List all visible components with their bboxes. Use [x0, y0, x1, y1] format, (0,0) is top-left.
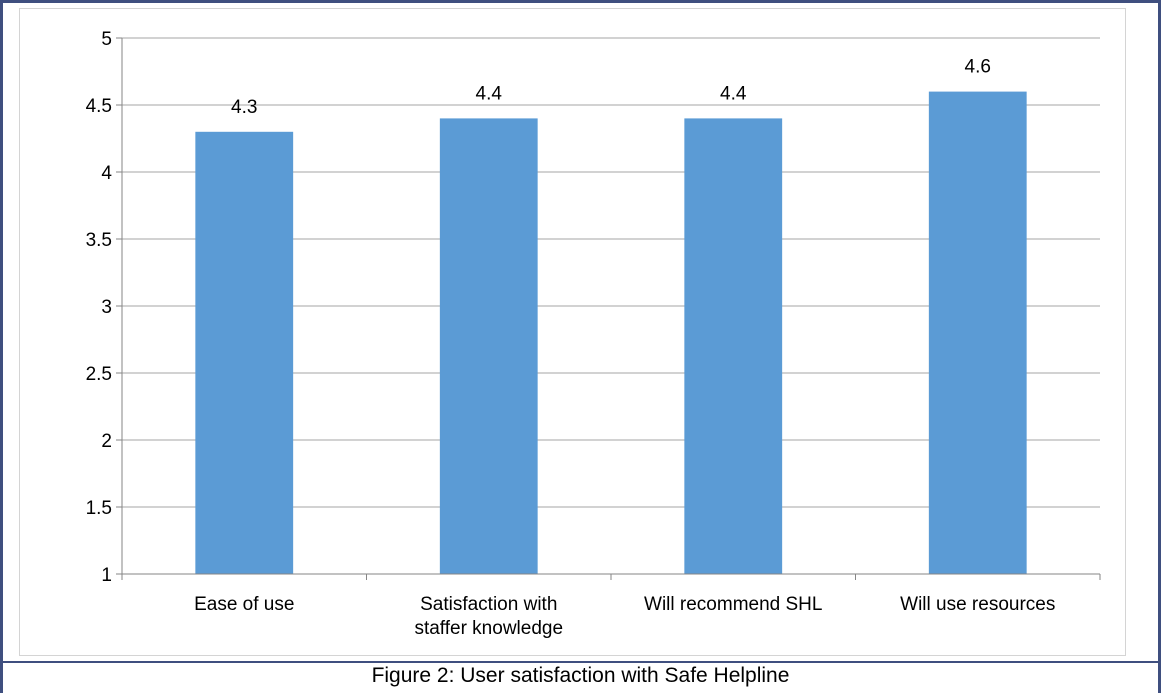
y-tick-label: 1.5: [86, 498, 112, 519]
x-tick-label: Will use resources: [900, 594, 1055, 615]
bar: [195, 131, 294, 575]
figure-caption: Figure 2: User satisfaction with Safe He…: [371, 664, 790, 687]
y-tick-label: 1: [101, 565, 112, 586]
y-tick-label: 4.5: [86, 96, 112, 117]
bar: [439, 118, 538, 575]
bar: [928, 91, 1027, 574]
x-tick-label: Ease of use: [194, 594, 294, 615]
y-tick-label: 3.5: [86, 230, 112, 251]
caption-divider: [3, 661, 1158, 663]
y-tick-label: 3: [101, 297, 112, 318]
labels: 1 1.5 2 2.5 3 3.5 4 4.5 5 4.3 Ease of use 4.4 Satisf…: [86, 29, 1056, 639]
x-tick-label: Will recommend SHL: [644, 594, 822, 615]
data-label: 4.6: [965, 57, 991, 78]
data-label: 4.3: [231, 97, 257, 118]
x-tick-label: Satisfaction with: [420, 594, 557, 615]
y-tick-label: 5: [101, 29, 112, 50]
bar-chart: 1 1.5 2 2.5 3 3.5 4 4.5 5 4.3 Ease of use 4.4 Satisf…: [86, 29, 1101, 639]
y-tick-label: 2: [101, 431, 112, 452]
bar: [684, 118, 783, 575]
chart-area: 1 1.5 2 2.5 3 3.5 4 4.5 5 4.3 Ease of use 4.4 Satisf…: [19, 8, 1126, 656]
data-label: 4.4: [476, 83, 503, 104]
x-tick-label: staffer knowledge: [414, 618, 563, 639]
bars: [195, 91, 1027, 575]
axes: [116, 37, 1101, 580]
data-label: 4.4: [720, 83, 747, 104]
y-tick-label: 2.5: [86, 364, 112, 385]
y-tick-label: 4: [101, 163, 112, 184]
